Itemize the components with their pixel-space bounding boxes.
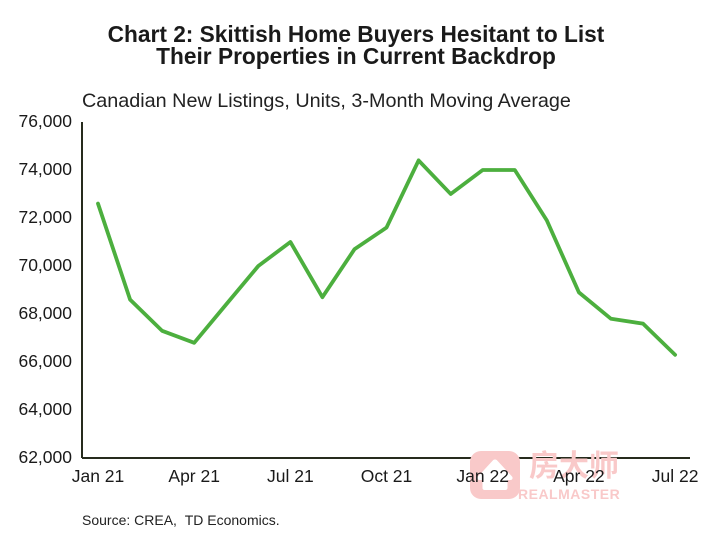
svg-text:REALMASTER: REALMASTER (518, 486, 620, 502)
